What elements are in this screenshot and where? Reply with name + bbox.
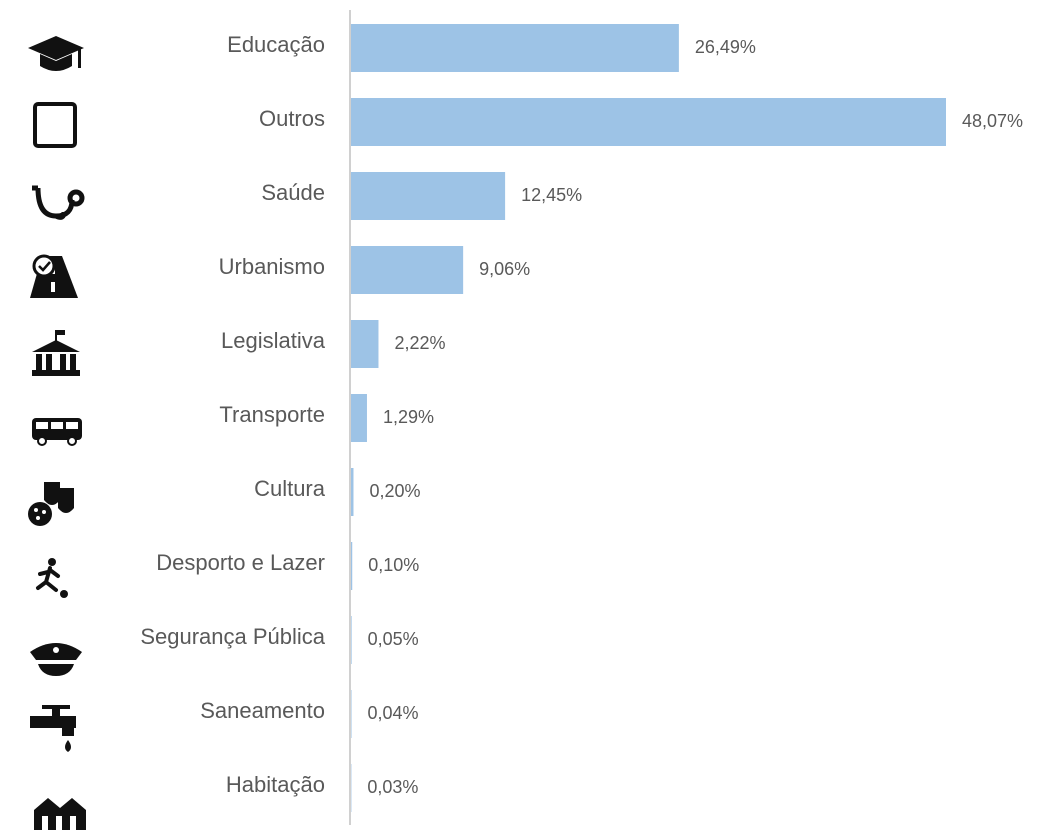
icons (28, 36, 86, 830)
bar (351, 542, 353, 590)
value-label: 0,03% (367, 777, 418, 797)
icon-police (30, 643, 82, 676)
value-label: 0,20% (369, 481, 420, 501)
value-label: 9,06% (479, 259, 530, 279)
category-label: Urbanismo (219, 254, 325, 279)
bar (351, 616, 352, 664)
category-label: Saneamento (200, 698, 325, 723)
icon-other (33, 102, 77, 148)
category-label: Outros (259, 106, 325, 131)
icon-urbanism (30, 254, 78, 298)
bar (351, 24, 679, 72)
value-label: 12,45% (521, 185, 582, 205)
category-label: Transporte (219, 402, 325, 427)
icon-legislative (32, 330, 80, 376)
icon-sanitation (30, 705, 76, 752)
icon-sport (36, 558, 68, 598)
value-label: 0,04% (367, 703, 418, 723)
category-label: Legislativa (221, 328, 326, 353)
value-label: 48,07% (962, 111, 1023, 131)
bar (351, 468, 354, 516)
category-label: Saúde (261, 180, 325, 205)
bar (351, 320, 379, 368)
value-label: 1,29% (383, 407, 434, 427)
icon-health (32, 185, 85, 220)
icon-culture (28, 482, 74, 526)
bar (351, 394, 367, 442)
value-label: 2,22% (394, 333, 445, 353)
icon-housing (34, 798, 86, 830)
value-label: 26,49% (695, 37, 756, 57)
bar (351, 98, 946, 146)
category-label: Desporto e Lazer (156, 550, 325, 575)
value-label: 0,10% (368, 555, 419, 575)
category-label: Cultura (254, 476, 326, 501)
category-label: Segurança Pública (140, 624, 325, 649)
value-label: 0,05% (368, 629, 419, 649)
category-label: Habitação (226, 772, 325, 797)
category-label: Educação (227, 32, 325, 57)
icon-transport (32, 418, 82, 446)
icon-education (28, 36, 84, 71)
bar (351, 172, 506, 220)
bar (351, 246, 464, 294)
